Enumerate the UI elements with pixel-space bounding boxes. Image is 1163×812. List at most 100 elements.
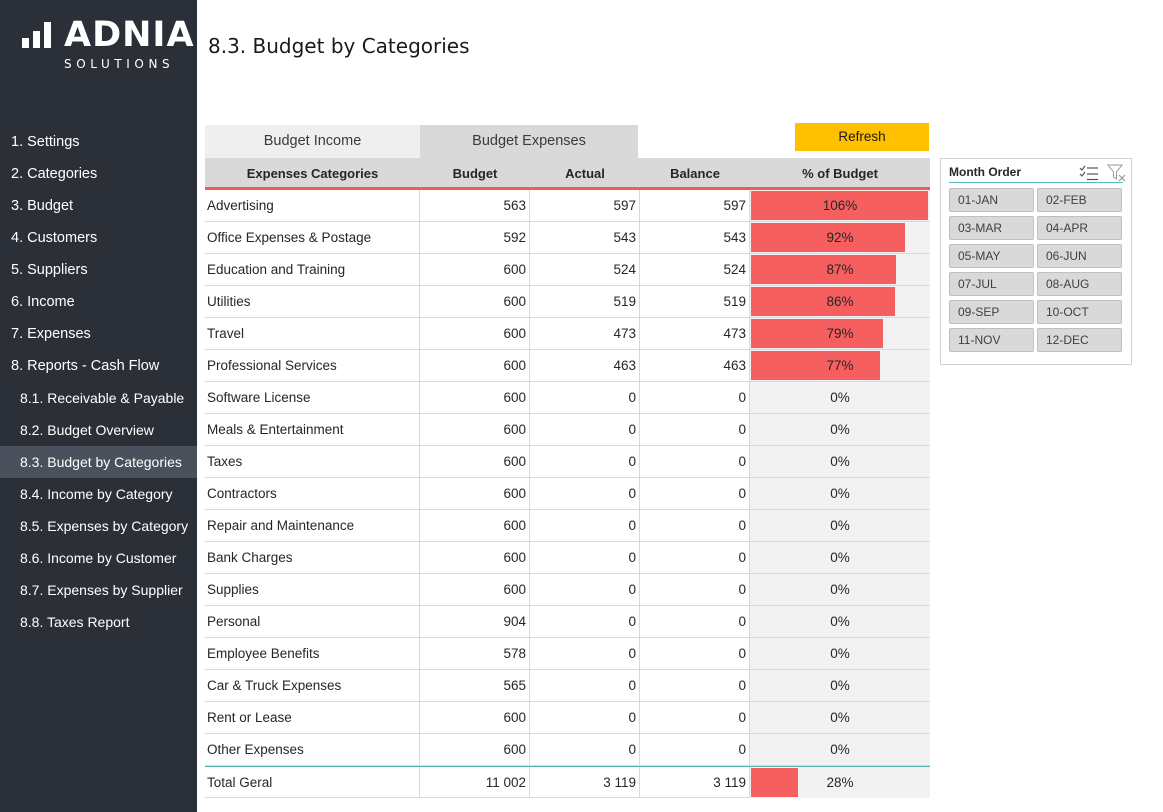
budget-cell[interactable]: 565: [420, 670, 530, 701]
category-cell[interactable]: Car & Truck Expenses: [205, 670, 420, 701]
balance-cell[interactable]: 0: [640, 606, 750, 637]
category-cell[interactable]: Office Expenses & Postage: [205, 222, 420, 253]
category-cell[interactable]: Bank Charges: [205, 542, 420, 573]
actual-cell[interactable]: 473: [530, 318, 640, 349]
sidebar-item[interactable]: 2. Categories: [11, 166, 98, 182]
actual-cell[interactable]: 0: [530, 574, 640, 605]
sidebar-item[interactable]: 6. Income: [11, 294, 75, 310]
budget-cell[interactable]: 578: [420, 638, 530, 669]
actual-cell[interactable]: 0: [530, 702, 640, 733]
sidebar-item[interactable]: 4. Customers: [11, 230, 98, 246]
sidebar-item[interactable]: 7. Expenses: [11, 326, 91, 342]
header-pct-of-budget[interactable]: % of Budget: [802, 166, 878, 181]
slicer-month-button[interactable]: 03-MAR: [949, 216, 1034, 240]
slicer-month-button[interactable]: 12-DEC: [1037, 328, 1122, 352]
balance-cell[interactable]: 0: [640, 478, 750, 509]
balance-cell[interactable]: 0: [640, 574, 750, 605]
budget-cell[interactable]: 600: [420, 510, 530, 541]
header-balance[interactable]: Balance: [670, 166, 720, 181]
pct-of-budget-cell[interactable]: 87%: [750, 254, 930, 285]
slicer-month-button[interactable]: 02-FEB: [1037, 188, 1122, 212]
pct-of-budget-cell[interactable]: 92%: [750, 222, 930, 253]
balance-cell[interactable]: 0: [640, 510, 750, 541]
sidebar-item[interactable]: 8.5. Expenses by Category: [20, 518, 189, 534]
slicer-month-button[interactable]: 11-NOV: [949, 328, 1034, 352]
budget-cell[interactable]: 600: [420, 702, 530, 733]
budget-cell[interactable]: 600: [420, 286, 530, 317]
category-cell[interactable]: Travel: [205, 318, 420, 349]
actual-cell[interactable]: 463: [530, 350, 640, 381]
actual-cell[interactable]: 543: [530, 222, 640, 253]
slicer-month-button[interactable]: 10-OCT: [1037, 300, 1122, 324]
tab-budget-income[interactable]: Budget Income: [205, 125, 420, 158]
actual-cell[interactable]: 519: [530, 286, 640, 317]
sidebar-item[interactable]: 8.1. Receivable & Payable: [20, 390, 185, 406]
balance-cell[interactable]: 0: [640, 382, 750, 413]
header-expenses-categories[interactable]: Expenses Categories: [246, 166, 379, 181]
actual-cell[interactable]: 597: [530, 190, 640, 221]
header-budget[interactable]: Budget: [452, 166, 498, 181]
sidebar-item[interactable]: 5. Suppliers: [11, 262, 88, 278]
category-cell[interactable]: Advertising: [205, 190, 420, 221]
category-cell[interactable]: Other Expenses: [205, 734, 420, 765]
budget-cell[interactable]: 600: [420, 318, 530, 349]
actual-cell[interactable]: 0: [530, 478, 640, 509]
pct-of-budget-cell[interactable]: 0%: [750, 510, 930, 541]
category-cell[interactable]: Employee Benefits: [205, 638, 420, 669]
budget-cell[interactable]: 600: [420, 350, 530, 381]
slicer-month-button[interactable]: 07-JUL: [949, 272, 1034, 296]
balance-cell[interactable]: 0: [640, 734, 750, 765]
category-cell[interactable]: Rent or Lease: [205, 702, 420, 733]
clear-filter-icon[interactable]: [1107, 164, 1127, 182]
balance-cell[interactable]: 0: [640, 414, 750, 445]
sidebar-item[interactable]: 8.7. Expenses by Supplier: [20, 582, 183, 598]
actual-cell[interactable]: 0: [530, 734, 640, 765]
budget-cell[interactable]: 592: [420, 222, 530, 253]
slicer-month-button[interactable]: 05-MAY: [949, 244, 1034, 268]
category-cell[interactable]: Personal: [205, 606, 420, 637]
pct-of-budget-cell[interactable]: 79%: [750, 318, 930, 349]
actual-cell[interactable]: 0: [530, 606, 640, 637]
actual-cell[interactable]: 0: [530, 542, 640, 573]
category-cell[interactable]: Education and Training: [205, 254, 420, 285]
budget-cell[interactable]: 600: [420, 254, 530, 285]
category-cell[interactable]: Taxes: [205, 446, 420, 477]
pct-of-budget-cell[interactable]: 0%: [750, 702, 930, 733]
multi-select-icon[interactable]: [1079, 165, 1099, 181]
balance-cell[interactable]: 597: [640, 190, 750, 221]
budget-cell[interactable]: 600: [420, 446, 530, 477]
sidebar-item[interactable]: 3. Budget: [11, 198, 74, 214]
budget-cell[interactable]: 600: [420, 478, 530, 509]
sidebar-item[interactable]: 8.8. Taxes Report: [20, 614, 130, 630]
actual-cell[interactable]: 0: [530, 670, 640, 701]
pct-of-budget-cell[interactable]: 86%: [750, 286, 930, 317]
category-cell[interactable]: Software License: [205, 382, 420, 413]
pct-of-budget-cell[interactable]: 28%: [750, 767, 930, 798]
category-cell[interactable]: Meals & Entertainment: [205, 414, 420, 445]
actual-cell[interactable]: 0: [530, 382, 640, 413]
balance-cell[interactable]: 0: [640, 670, 750, 701]
category-cell[interactable]: Utilities: [205, 286, 420, 317]
pct-of-budget-cell[interactable]: 0%: [750, 446, 930, 477]
budget-cell[interactable]: 904: [420, 606, 530, 637]
sidebar-item[interactable]: 8.2. Budget Overview: [20, 422, 154, 438]
actual-cell[interactable]: 524: [530, 254, 640, 285]
actual-cell[interactable]: 3 119: [530, 767, 640, 798]
pct-of-budget-cell[interactable]: 0%: [750, 478, 930, 509]
actual-cell[interactable]: 0: [530, 510, 640, 541]
balance-cell[interactable]: 519: [640, 286, 750, 317]
actual-cell[interactable]: 0: [530, 638, 640, 669]
budget-cell[interactable]: 600: [420, 414, 530, 445]
budget-cell[interactable]: 11 002: [420, 767, 530, 798]
slicer-month-button[interactable]: 09-SEP: [949, 300, 1034, 324]
balance-cell[interactable]: 463: [640, 350, 750, 381]
slicer-month-button[interactable]: 04-APR: [1037, 216, 1122, 240]
balance-cell[interactable]: 0: [640, 702, 750, 733]
pct-of-budget-cell[interactable]: 0%: [750, 574, 930, 605]
actual-cell[interactable]: 0: [530, 414, 640, 445]
pct-of-budget-cell[interactable]: 0%: [750, 734, 930, 765]
sidebar-item[interactable]: 8. Reports - Cash Flow: [11, 358, 160, 374]
category-cell[interactable]: Contractors: [205, 478, 420, 509]
balance-cell[interactable]: 0: [640, 638, 750, 669]
sidebar-item[interactable]: 8.6. Income by Customer: [20, 550, 177, 566]
